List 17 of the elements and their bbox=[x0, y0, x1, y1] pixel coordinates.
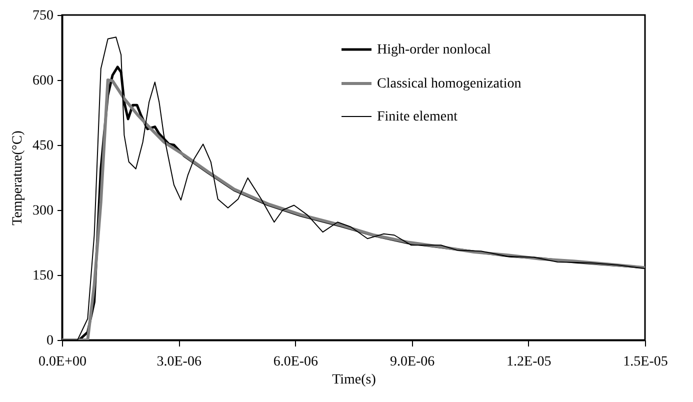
legend-label: Classical homogenization bbox=[377, 76, 522, 92]
y-tick-label: 150 bbox=[32, 268, 54, 284]
x-tick-label: 3.0E-06 bbox=[156, 354, 202, 370]
y-tick-label: 450 bbox=[32, 138, 54, 154]
legend-label: High-order nonlocal bbox=[377, 42, 492, 58]
y-tick-label: 300 bbox=[32, 204, 54, 218]
y-tick-label: 0 bbox=[46, 334, 54, 348]
y-tick-label: 600 bbox=[32, 74, 54, 88]
legend-label: Finite element bbox=[377, 110, 458, 124]
x-tick-label: 1.5E-05 bbox=[623, 354, 668, 370]
x-axis-title: Time(s) bbox=[332, 372, 376, 388]
x-tick-label: 0.0E+00 bbox=[38, 354, 86, 370]
x-tick-label: 9.0E-06 bbox=[390, 354, 435, 370]
x-tick-label: 6.0E-06 bbox=[273, 354, 318, 370]
y-tick-label: 750 bbox=[32, 8, 54, 24]
x-tick-label: 1.2E-05 bbox=[506, 354, 552, 370]
y-axis-title: Temperature(°C) bbox=[10, 130, 26, 226]
